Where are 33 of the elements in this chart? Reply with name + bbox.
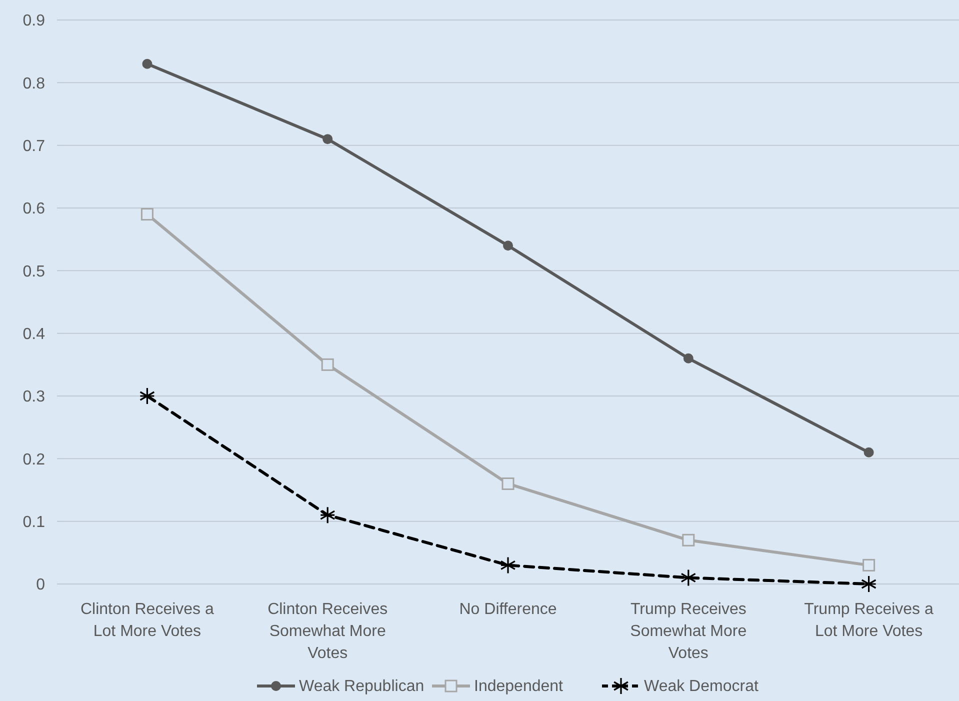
point <box>862 558 876 572</box>
y-tick-label: 0.5 <box>22 263 46 280</box>
y-tick-label: 0 <box>36 576 46 594</box>
y-tick-label: 0.7 <box>22 138 46 155</box>
point <box>139 387 155 405</box>
point <box>320 506 336 524</box>
legend-label: Independent <box>474 678 564 695</box>
y-tick-label: 0.2 <box>22 451 46 468</box>
y-tick-label: 0.6 <box>22 200 46 218</box>
point <box>142 58 152 69</box>
point <box>861 575 877 593</box>
y-tick-label: 0.3 <box>22 388 46 406</box>
x-tick-label: No Difference <box>459 601 557 618</box>
point <box>503 240 513 251</box>
point <box>321 358 334 371</box>
point <box>864 447 874 458</box>
point <box>322 134 333 144</box>
x-tick-label: Trump Receives a Lot More Votes <box>804 601 934 640</box>
point <box>500 556 516 574</box>
y-tick-label: 0.8 <box>22 75 46 92</box>
point <box>680 568 696 587</box>
y-tick-label: 0.4 <box>22 326 46 343</box>
legend-label: Weak Democrat <box>644 678 759 695</box>
y-tick-label: 0.1 <box>22 514 46 531</box>
legend-label: Weak Republican <box>299 678 424 695</box>
x-tick-label: Clinton Receives a Lot More Votes <box>80 601 214 640</box>
point <box>682 534 695 546</box>
x-tick-label: Clinton Receives Somewhat More Votes <box>268 601 388 662</box>
point <box>683 353 694 364</box>
point <box>502 477 514 490</box>
point <box>140 208 154 221</box>
x-tick-label: Trump Receives Somewhat More Votes <box>630 601 747 662</box>
y-tick-label: 0.9 <box>22 12 46 30</box>
